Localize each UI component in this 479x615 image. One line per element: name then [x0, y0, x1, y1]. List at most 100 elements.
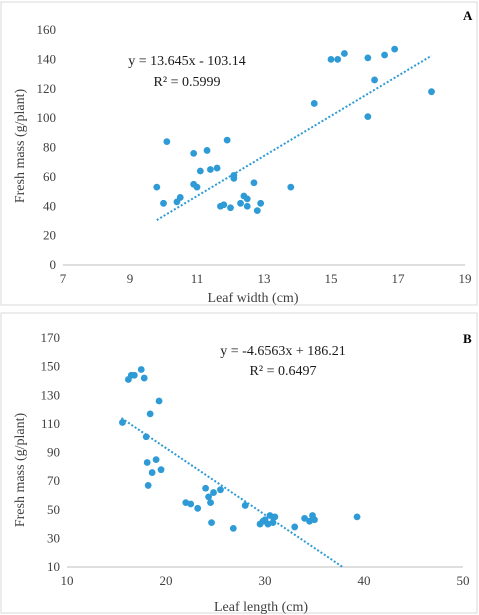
data-point	[353, 513, 361, 521]
data-point	[155, 397, 163, 405]
data-point	[253, 207, 261, 215]
y-tick-label: 170	[41, 330, 61, 345]
data-point	[163, 138, 171, 146]
panel-b-equation: y = -4.6563x + 186.21	[220, 344, 345, 359]
y-tick-label: 60	[43, 169, 56, 184]
y-tick-label: 0	[50, 257, 57, 272]
data-point	[341, 50, 348, 57]
data-point	[208, 519, 215, 527]
data-point	[391, 45, 399, 53]
x-tick-label: 9	[127, 271, 134, 286]
data-point	[213, 164, 221, 172]
panel-b: B Fresh mass (g/plant) Leaf length (cm) …	[0, 312, 478, 615]
data-point	[193, 183, 201, 191]
data-point	[287, 183, 295, 191]
panel-a-x-ticks: 7 9 11 13 15 17 19	[60, 271, 472, 286]
data-point	[269, 519, 277, 527]
panel-a-frame	[0, 1, 478, 306]
x-tick-label: 11	[191, 271, 204, 286]
data-point	[250, 179, 258, 187]
y-tick-label: 50	[47, 502, 60, 517]
data-point	[364, 54, 372, 62]
data-point	[381, 51, 388, 59]
x-tick-label: 17	[392, 271, 406, 286]
data-point	[210, 489, 217, 496]
data-point	[148, 469, 156, 476]
data-point	[194, 504, 202, 512]
data-point	[230, 172, 238, 179]
panel-b-frame	[0, 312, 478, 614]
data-point	[243, 202, 251, 210]
x-tick-label: 7	[60, 271, 67, 286]
data-point	[144, 482, 152, 489]
y-tick-label: 80	[43, 140, 56, 155]
panel-a-label: A	[463, 8, 473, 23]
panel-b-x-axis-title: Leaf length (cm)	[214, 600, 308, 615]
data-point	[271, 513, 279, 521]
data-point	[196, 167, 204, 175]
y-tick-label: 20	[43, 228, 56, 243]
data-point	[241, 502, 249, 509]
data-point	[140, 374, 148, 382]
x-tick-label: 19	[459, 271, 472, 286]
y-tick-label: 130	[41, 387, 61, 402]
data-point	[153, 183, 161, 191]
panel-a-points	[153, 45, 435, 215]
x-tick-label: 15	[325, 271, 338, 286]
data-point	[428, 88, 435, 96]
panel-b-y-axis-title: Fresh mass (g/plant)	[13, 413, 28, 528]
x-tick-label: 10	[61, 573, 74, 588]
y-tick-label: 90	[47, 445, 60, 460]
data-point	[207, 166, 214, 173]
panel-a-equation: y = 13.645x - 103.14	[128, 54, 246, 69]
data-point	[203, 147, 211, 154]
data-point	[257, 199, 265, 207]
data-point	[311, 516, 318, 524]
panel-a: A Fresh mass (g/plant) Leaf width (cm) y…	[0, 1, 478, 306]
x-tick-label: 13	[258, 271, 271, 286]
panel-b-points	[119, 366, 361, 532]
panel-a-trendline	[156, 54, 433, 221]
data-point	[207, 499, 214, 506]
data-point	[327, 55, 335, 63]
data-point	[119, 419, 126, 426]
panel-b-r-squared: R² = 0.6497	[250, 364, 317, 379]
x-tick-label: 20	[160, 573, 173, 588]
data-point	[202, 484, 210, 492]
y-tick-label: 10	[47, 559, 60, 574]
data-point	[217, 486, 224, 494]
x-tick-label: 50	[457, 573, 470, 588]
data-point	[227, 204, 234, 212]
data-point	[130, 371, 138, 379]
data-point	[146, 410, 154, 418]
data-point	[190, 149, 198, 157]
y-tick-label: 70	[47, 473, 60, 488]
data-point	[364, 113, 372, 121]
data-point	[223, 136, 231, 144]
data-point	[371, 76, 378, 84]
y-tick-label: 110	[41, 416, 60, 431]
data-point	[220, 201, 228, 209]
x-tick-label: 40	[358, 573, 371, 588]
y-tick-label: 100	[37, 110, 57, 125]
panel-a-y-axis-title: Fresh mass (g/plant)	[13, 89, 28, 204]
y-tick-label: 30	[47, 530, 60, 545]
data-point	[142, 433, 150, 441]
panel-b-x-ticks: 10 20 30 40 50	[61, 573, 470, 588]
data-point	[137, 366, 145, 373]
data-point	[152, 456, 160, 464]
data-point	[205, 493, 212, 501]
x-tick-label: 30	[259, 573, 272, 588]
y-tick-label: 160	[37, 22, 57, 37]
data-point	[229, 524, 237, 532]
data-point	[143, 459, 151, 466]
data-point	[291, 523, 299, 531]
data-point	[310, 100, 318, 107]
data-point	[160, 199, 167, 207]
panel-a-y-ticks: 0 20 40 60 80 100 120 140 160	[37, 22, 57, 272]
data-point	[187, 500, 195, 508]
panel-b-label: B	[463, 331, 472, 346]
data-point	[237, 199, 244, 207]
data-point	[243, 195, 251, 203]
